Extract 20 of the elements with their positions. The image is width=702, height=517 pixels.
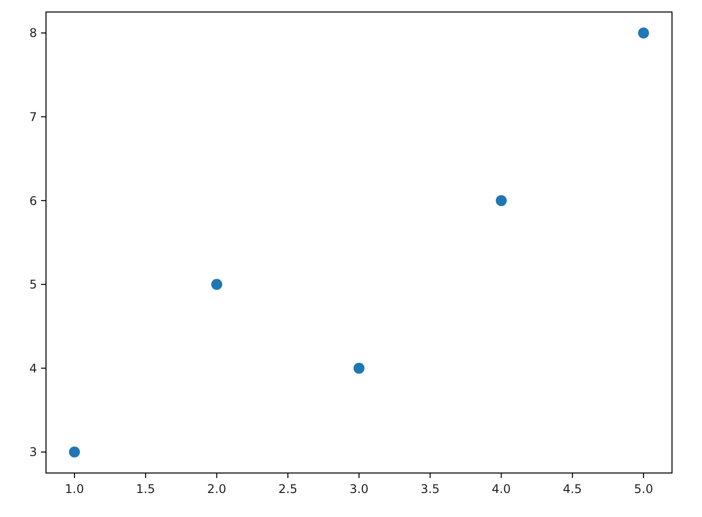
point <box>354 362 364 374</box>
y-tick-label: 8 <box>29 26 37 40</box>
x-tick-label: 4.5 <box>562 482 582 496</box>
y-tick-label: 7 <box>29 110 37 124</box>
x-tick-label: 2.0 <box>207 482 226 496</box>
point <box>211 278 222 290</box>
point <box>638 27 650 38</box>
y-tick-label: 5 <box>29 278 37 292</box>
y-tick-label: 4 <box>29 361 37 376</box>
x-tick-label: 3.5 <box>420 482 440 496</box>
y-tick-label: 6 <box>29 194 37 208</box>
x-tick-label: 2.5 <box>278 482 298 496</box>
x-tick-label: 3.0 <box>349 482 369 496</box>
point <box>496 195 507 206</box>
x-tick-label: 4.0 <box>492 482 511 496</box>
x-tick-label: 1.0 <box>64 482 84 496</box>
x-tick-label: 1.5 <box>136 482 156 496</box>
x-tick-label: 5.0 <box>634 482 654 496</box>
y-tick-label: 3 <box>29 445 37 460</box>
point <box>68 446 80 458</box>
